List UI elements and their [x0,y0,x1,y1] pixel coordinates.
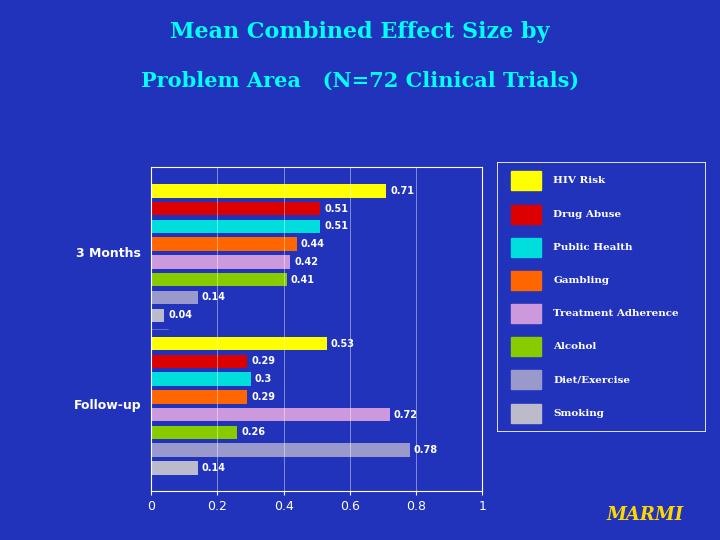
Bar [151,461,197,475]
Bar [511,370,541,389]
Bar [151,308,164,322]
Text: 0.3: 0.3 [255,374,271,384]
Text: Problem Area   (N=72 Clinical Trials): Problem Area (N=72 Clinical Trials) [141,71,579,91]
Text: 0.29: 0.29 [251,392,275,402]
Text: 0.71: 0.71 [390,186,414,196]
Text: MARMI: MARMI [607,506,684,524]
Bar [151,273,287,286]
Text: Follow-up: Follow-up [73,399,141,412]
Text: 0.51: 0.51 [324,221,348,231]
Bar [511,404,541,422]
Bar [151,220,320,233]
Text: 0.72: 0.72 [394,410,418,420]
Bar [151,443,410,457]
Bar [151,373,251,386]
Bar [511,172,541,191]
Bar [151,291,197,304]
Bar [151,426,238,439]
Text: Alcohol: Alcohol [553,342,596,351]
Text: 0.78: 0.78 [413,445,438,455]
Bar [151,202,320,215]
Text: HIV Risk: HIV Risk [553,177,606,185]
Text: 0.41: 0.41 [291,275,315,285]
Text: 0.44: 0.44 [301,239,325,249]
Bar [151,337,327,350]
Bar [511,271,541,290]
Text: Mean Combined Effect Size by: Mean Combined Effect Size by [170,22,550,43]
Text: 0.53: 0.53 [330,339,355,348]
Text: 0.04: 0.04 [168,310,192,320]
Text: 0.29: 0.29 [251,356,275,366]
Text: 0.14: 0.14 [202,293,225,302]
Text: 3 Months: 3 Months [76,247,141,260]
Text: 0.51: 0.51 [324,204,348,214]
Bar [511,205,541,224]
Text: Gambling: Gambling [553,276,609,285]
Text: Diet/Exercise: Diet/Exercise [553,375,630,384]
Bar [151,255,290,269]
Text: 0.14: 0.14 [202,463,225,473]
Text: Treatment Adherence: Treatment Adherence [553,309,679,318]
Bar [511,338,541,356]
Bar [151,355,247,368]
Bar [151,238,297,251]
Text: 0.26: 0.26 [241,428,265,437]
Text: Smoking: Smoking [553,409,604,417]
Bar [151,390,247,403]
Bar [511,304,541,323]
Text: 0.42: 0.42 [294,257,318,267]
Text: Drug Abuse: Drug Abuse [553,210,621,219]
Text: Public Health: Public Health [553,243,633,252]
Bar [511,238,541,256]
Bar [151,184,387,198]
Bar [151,408,390,421]
